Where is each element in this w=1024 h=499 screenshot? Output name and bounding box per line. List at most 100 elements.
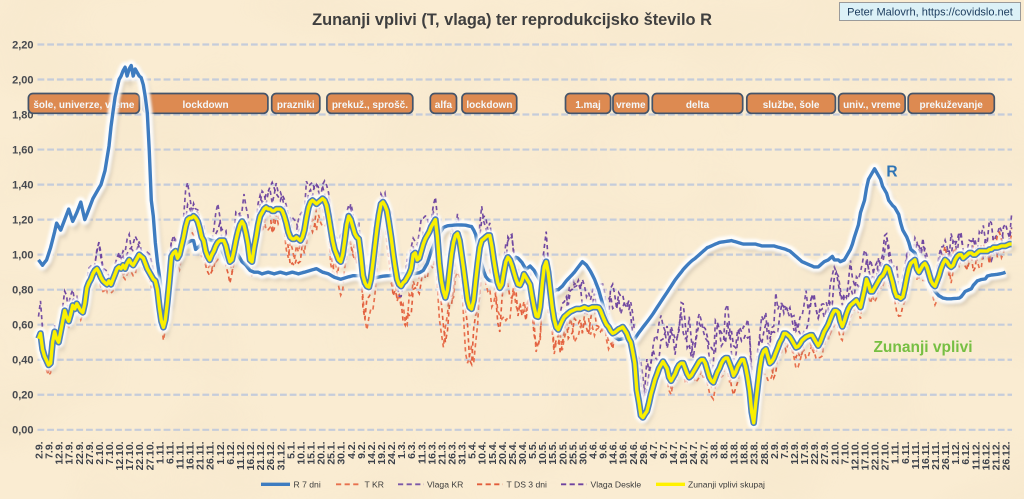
svg-text:30.5.: 30.5. (578, 441, 589, 464)
svg-text:0,80: 0,80 (12, 285, 33, 297)
svg-text:24.6.: 24.6. (629, 441, 640, 464)
svg-text:21.11.: 21.11. (931, 441, 942, 469)
svg-text:24.7.: 24.7. (689, 441, 700, 464)
svg-text:26.12.: 26.12. (266, 441, 277, 470)
svg-text:8.8.: 8.8. (720, 441, 731, 458)
svg-text:2,00: 2,00 (12, 74, 33, 86)
svg-text:16.12.: 16.12. (981, 441, 992, 470)
svg-text:delta: delta (686, 100, 710, 111)
svg-text:14.7.: 14.7. (669, 441, 680, 464)
svg-text:22.10.: 22.10. (871, 441, 882, 470)
svg-text:2.9.: 2.9. (35, 441, 46, 458)
svg-text:17.9.: 17.9. (65, 441, 76, 464)
svg-text:6.11.: 6.11. (901, 441, 912, 464)
svg-text:Vlaga KR: Vlaga KR (427, 479, 463, 489)
svg-text:2.10.: 2.10. (830, 441, 841, 464)
svg-text:16.3.: 16.3. (427, 441, 438, 464)
svg-text:27.10.: 27.10. (881, 441, 892, 470)
svg-text:23.8.: 23.8. (750, 441, 761, 464)
svg-text:30.1.: 30.1. (337, 441, 348, 464)
svg-text:6.11.: 6.11. (165, 441, 176, 464)
svg-text:26.3.: 26.3. (448, 441, 459, 464)
svg-text:31.3.: 31.3. (458, 441, 469, 464)
svg-text:22.9.: 22.9. (75, 441, 86, 464)
svg-text:7.9.: 7.9. (780, 441, 791, 458)
svg-text:10.4.: 10.4. (478, 441, 489, 464)
svg-text:5.4.: 5.4. (468, 441, 479, 458)
svg-text:1.11.: 1.11. (891, 441, 902, 464)
svg-text:16.11.: 16.11. (921, 441, 932, 469)
svg-text:11.12.: 11.12. (236, 441, 247, 469)
svg-text:17.9.: 17.9. (800, 441, 811, 464)
svg-text:5.5.: 5.5. (528, 441, 539, 458)
svg-text:T KR: T KR (365, 479, 384, 489)
svg-text:21.3.: 21.3. (437, 441, 448, 464)
svg-text:Zunanji vplivi (T, vlaga) ter: Zunanji vplivi (T, vlaga) ter reprodukci… (312, 11, 712, 29)
svg-text:22.10.: 22.10. (135, 441, 146, 470)
svg-text:1,80: 1,80 (12, 109, 33, 121)
svg-text:Peter Malovrh, https://covidsl: Peter Malovrh, https://covidslo.net (847, 6, 1013, 18)
svg-text:vreme: vreme (616, 100, 646, 111)
svg-text:4.2.: 4.2. (347, 441, 358, 458)
svg-text:univ., vreme: univ., vreme (843, 100, 901, 111)
svg-text:25.5.: 25.5. (568, 441, 579, 464)
svg-text:22.9.: 22.9. (810, 441, 821, 464)
svg-text:17.10.: 17.10. (125, 441, 136, 470)
svg-text:25.4.: 25.4. (508, 441, 519, 464)
svg-text:6.12.: 6.12. (226, 441, 237, 464)
svg-text:20.5.: 20.5. (558, 441, 569, 464)
svg-text:19.7.: 19.7. (679, 441, 690, 464)
svg-text:3.8.: 3.8. (709, 441, 720, 458)
svg-text:25.1.: 25.1. (327, 441, 338, 464)
svg-text:20.4.: 20.4. (498, 441, 509, 464)
svg-text:15.5.: 15.5. (548, 441, 559, 464)
svg-text:R 7 dni: R 7 dni (294, 479, 321, 489)
svg-text:13.8.: 13.8. (730, 441, 741, 464)
svg-text:24.2.: 24.2. (387, 441, 398, 464)
svg-text:27.9.: 27.9. (85, 441, 96, 464)
svg-text:26.11.: 26.11. (206, 441, 217, 469)
svg-text:14.2.: 14.2. (367, 441, 378, 464)
svg-text:0,40: 0,40 (12, 355, 33, 367)
svg-text:1.12.: 1.12. (216, 441, 227, 464)
svg-text:Zunanji vplivi: Zunanji vplivi (873, 339, 972, 356)
svg-text:7.9.: 7.9. (45, 441, 56, 458)
svg-text:12.9.: 12.9. (790, 441, 801, 464)
svg-text:Zunanji vplivi skupaj: Zunanji vplivi skupaj (688, 479, 765, 489)
svg-text:21.12.: 21.12. (991, 441, 1002, 470)
svg-text:15.4.: 15.4. (488, 441, 499, 464)
svg-text:12.9.: 12.9. (55, 441, 66, 464)
svg-text:16.11.: 16.11. (186, 441, 197, 469)
svg-text:21.12.: 21.12. (256, 441, 267, 470)
svg-text:alfa: alfa (435, 100, 453, 111)
svg-text:19.2.: 19.2. (377, 441, 388, 464)
svg-text:4.7.: 4.7. (649, 441, 660, 458)
svg-text:šole, univerze, vreme: šole, univerze, vreme (33, 100, 135, 111)
svg-text:prazniki: prazniki (277, 100, 315, 111)
svg-text:4.6.: 4.6. (589, 441, 600, 458)
svg-text:1,00: 1,00 (12, 249, 33, 261)
svg-text:26.12.: 26.12. (1002, 441, 1013, 470)
svg-text:19.6.: 19.6. (619, 441, 630, 464)
svg-text:prekuževanje: prekuževanje (920, 100, 984, 111)
svg-text:1.12.: 1.12. (951, 441, 962, 464)
svg-text:1.3.: 1.3. (397, 441, 408, 458)
svg-text:29.6.: 29.6. (639, 441, 650, 464)
svg-text:11.11.: 11.11. (176, 441, 187, 469)
svg-text:10.5.: 10.5. (538, 441, 549, 464)
svg-text:18.8.: 18.8. (740, 441, 751, 464)
svg-text:11.3.: 11.3. (417, 441, 428, 464)
svg-text:28.8.: 28.8. (760, 441, 771, 464)
svg-text:2,20: 2,20 (12, 39, 33, 51)
svg-text:1,40: 1,40 (12, 179, 33, 191)
svg-text:5.1.: 5.1. (286, 441, 297, 458)
svg-text:27.9.: 27.9. (820, 441, 831, 464)
svg-text:27.10.: 27.10. (145, 441, 156, 470)
svg-text:12.10.: 12.10. (115, 441, 126, 470)
svg-text:prekuž., sprošč.: prekuž., sprošč. (332, 100, 408, 111)
svg-text:0,20: 0,20 (12, 390, 33, 402)
svg-text:11.11.: 11.11. (911, 441, 922, 469)
svg-text:2.10.: 2.10. (95, 441, 106, 464)
svg-text:31.12.: 31.12. (276, 441, 287, 470)
svg-text:2.9.: 2.9. (770, 441, 781, 458)
